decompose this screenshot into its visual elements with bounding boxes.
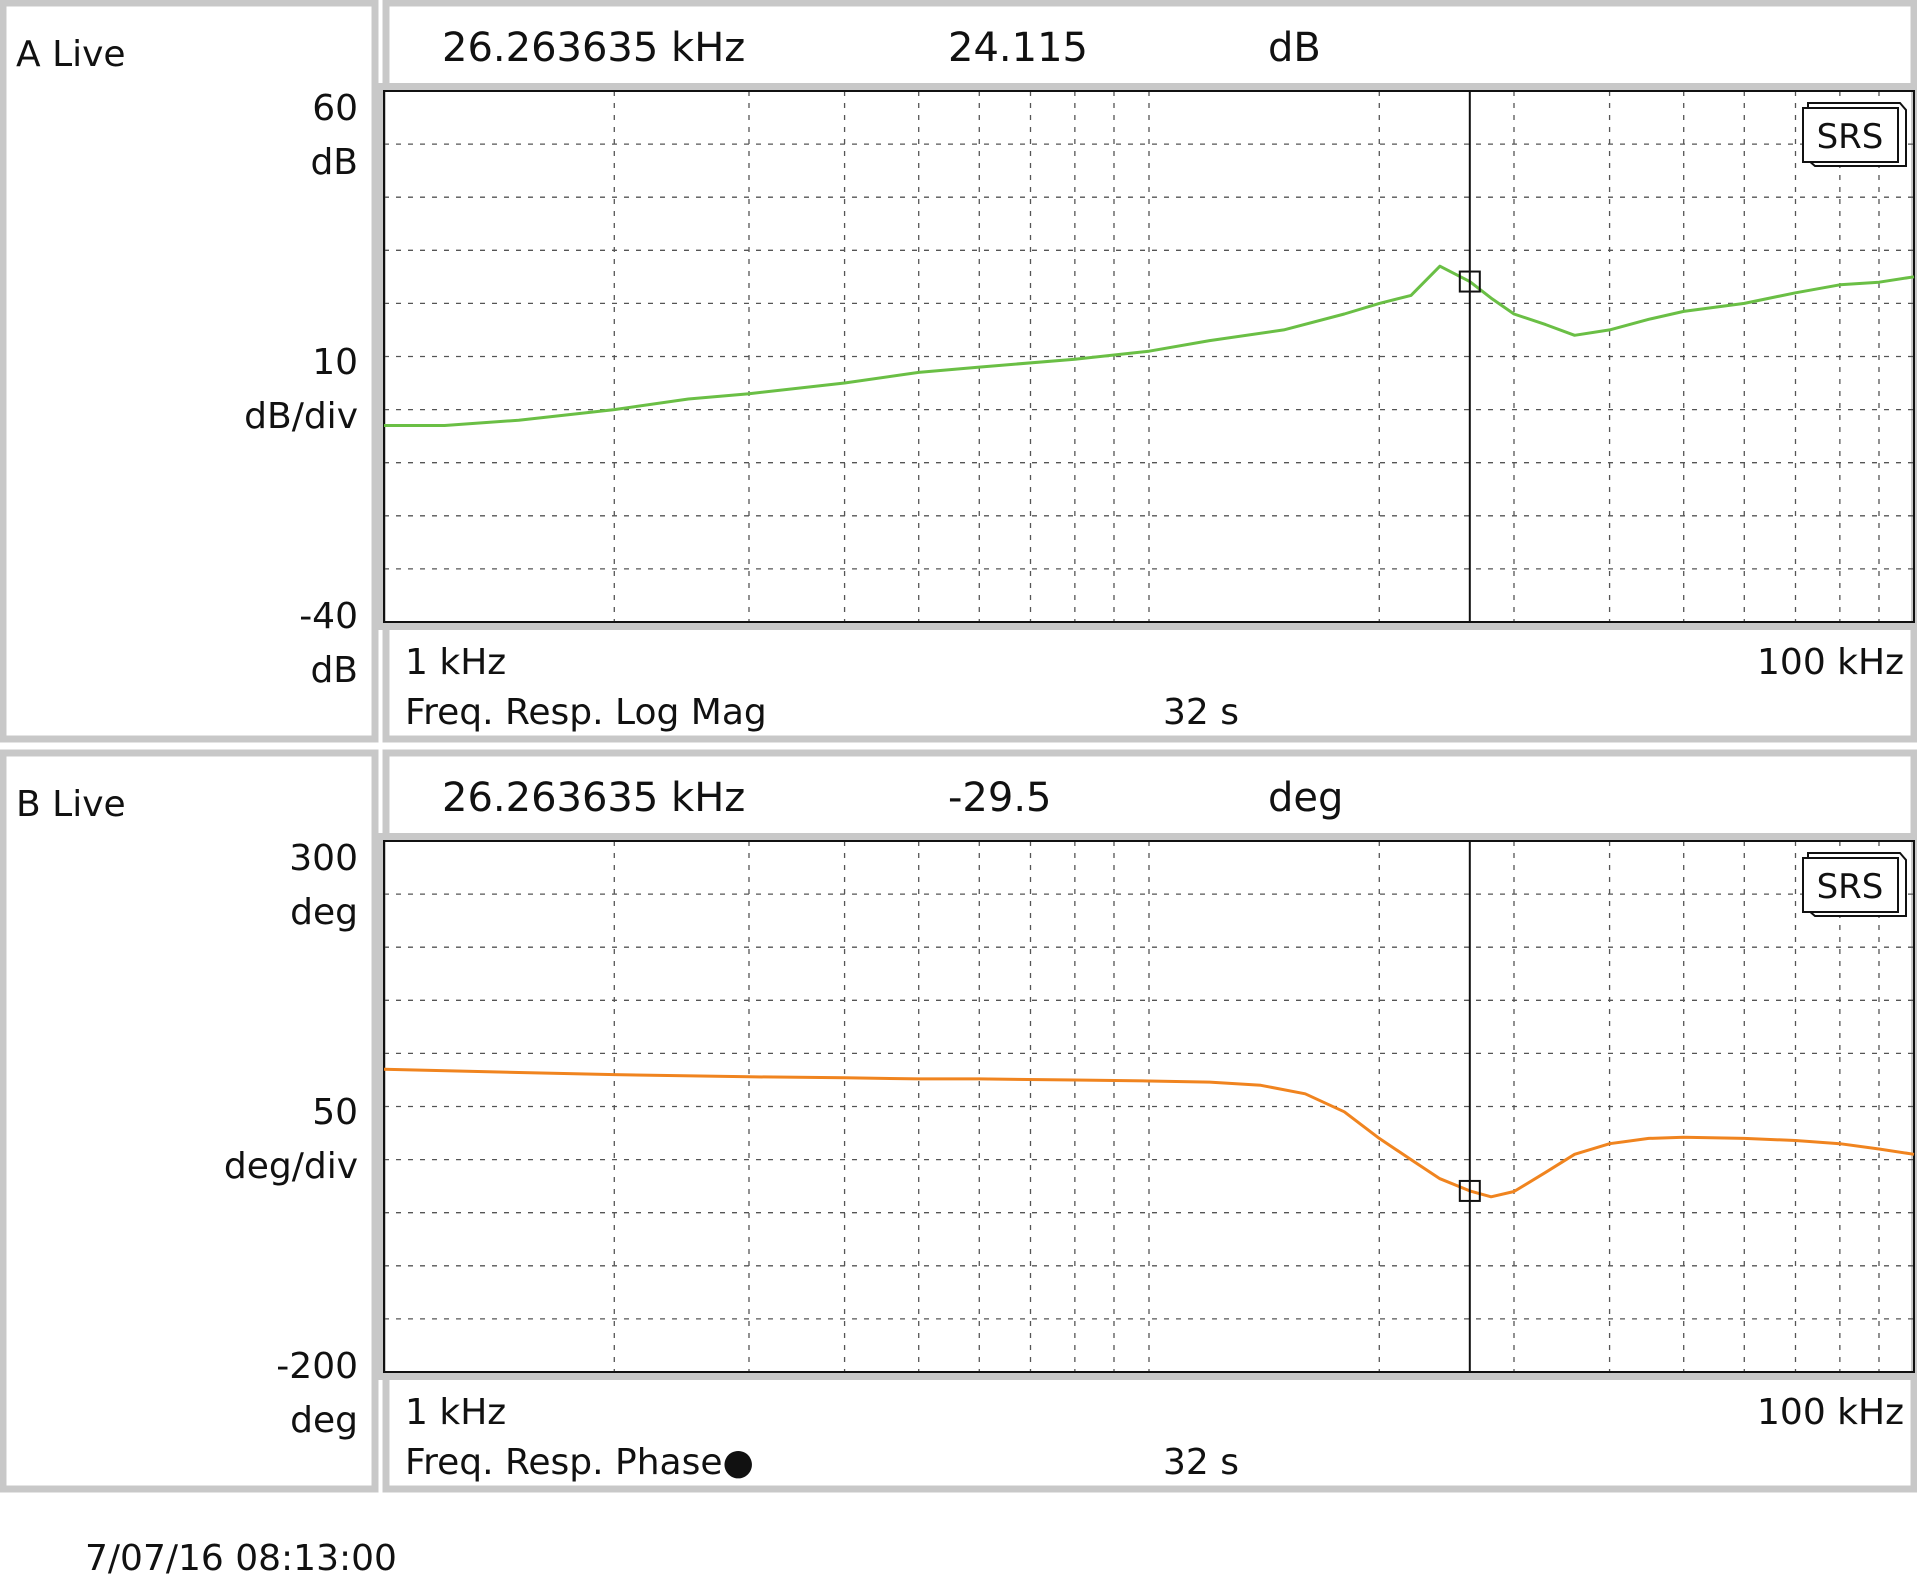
panel-a-live-label: A Live: [16, 34, 126, 75]
panel-a-trace: [384, 264, 1915, 427]
panel-b-y-top-unit: deg: [290, 892, 358, 933]
panel-a-y-scale: 10: [312, 342, 358, 383]
panel-b-x-start: 1 kHz: [405, 1392, 506, 1433]
panel-a-grid: [384, 91, 1914, 622]
panel-a-series-line: [384, 264, 1915, 427]
panel-a: SRS A Live 26.263635 kHz 24.115 dB 60 dB…: [0, 0, 1917, 743]
panel-b-y-bottom: -200: [276, 1346, 358, 1387]
panel-a-y-bottom: -40: [299, 596, 358, 637]
panel-b-trace: [383, 1067, 1915, 1199]
panel-b-series-line: [383, 1067, 1915, 1199]
panel-b-y-bottom-unit: deg: [290, 1400, 358, 1441]
panel-a-readout-unit: dB: [1268, 25, 1321, 71]
panel-b-plot-border: [383, 840, 1915, 1373]
panel-b-measurement: Freq. Resp. Phase●: [405, 1442, 754, 1483]
panel-b-x-end: 100 kHz: [1757, 1392, 1904, 1433]
panel-a-srs-label: SRS: [1817, 117, 1884, 157]
panel-b: SRS B Live 26.263635 kHz -29.5 deg 300 d…: [0, 749, 1917, 1493]
panel-b-grid: [384, 841, 1914, 1372]
panel-a-y-scale-unit: dB/div: [244, 396, 358, 437]
panel-b-srs-badge: SRS: [1802, 852, 1907, 917]
panel-a-y-top-unit: dB: [310, 142, 358, 183]
panel-a-measurement: Freq. Resp. Log Mag: [405, 692, 767, 733]
panel-b-time: 32 s: [1163, 1442, 1239, 1483]
panel-b-srs-label: SRS: [1817, 867, 1884, 907]
panel-a-time: 32 s: [1163, 692, 1239, 733]
panel-b-cursor-marker[interactable]: [1458, 1179, 1481, 1202]
panel-a-plot-border: [383, 90, 1915, 623]
panel-a-y-top: 60: [312, 88, 358, 129]
panel-a-x-start: 1 kHz: [405, 642, 506, 683]
panel-b-y-top: 300: [289, 838, 358, 879]
timestamp: 7/07/16 08:13:00: [85, 1538, 397, 1579]
panel-b-readout-value: -29.5: [948, 775, 1052, 821]
panel-a-srs-badge: SRS: [1802, 102, 1907, 167]
panel-a-y-bottom-unit: dB: [310, 650, 358, 691]
panel-b-live-label: B Live: [16, 784, 126, 825]
panel-a-cursor-marker[interactable]: [1458, 270, 1481, 293]
panel-a-readout-value: 24.115: [948, 25, 1088, 71]
panel-b-readout-unit: deg: [1268, 775, 1343, 821]
panel-a-x-end: 100 kHz: [1757, 642, 1904, 683]
panel-a-readout-frequency: 26.263635 kHz: [442, 25, 745, 71]
panel-a-axis-box: [0, 0, 379, 743]
panel-b-y-scale-unit: deg/div: [224, 1146, 358, 1187]
panel-b-readout-frequency: 26.263635 kHz: [442, 775, 745, 821]
panel-b-axis-box: [0, 749, 379, 1493]
panel-b-y-scale: 50: [312, 1092, 358, 1133]
